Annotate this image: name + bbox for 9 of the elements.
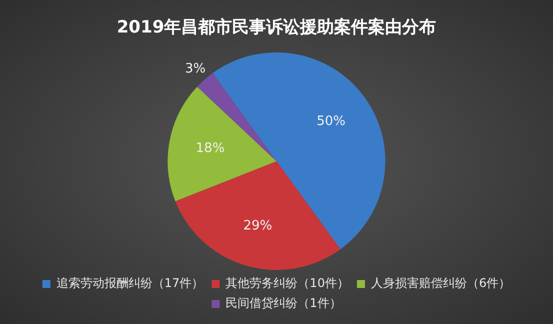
legend-label: 人身损害赔偿纠纷（6件） (370, 276, 511, 290)
chart-title: 2019年昌都市民事诉讼援助案件案由分布 (116, 16, 436, 38)
legend-label: 追索劳动报酬纠纷（17件） (56, 276, 204, 290)
legend-label: 民间借贷纠纷（1件） (226, 296, 342, 310)
data-label: 3% (184, 61, 206, 76)
data-label: 29% (243, 218, 272, 234)
data-label: 50% (316, 114, 346, 129)
data-label: 18% (196, 140, 225, 156)
legend-label: 其他劳务纠纷（10件） (226, 276, 349, 290)
